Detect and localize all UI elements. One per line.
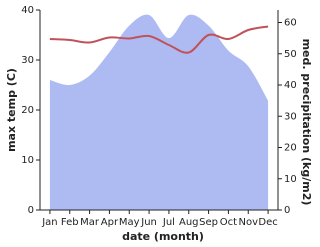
x-tick-label: Mar: [80, 217, 100, 228]
y2-tick-label: 20: [284, 143, 297, 154]
y2-tick-label: 50: [284, 49, 297, 60]
x-tick-label: May: [119, 217, 140, 228]
x-tick-label: Oct: [220, 217, 237, 228]
x-tick-label: Jan: [41, 217, 57, 228]
x-tick-label: Sep: [199, 217, 218, 228]
y-tick-label: 30: [21, 55, 34, 66]
x-tick-label: Feb: [61, 217, 79, 228]
y-axis-title: max temp (C): [5, 68, 18, 152]
x-tick-label: Dec: [258, 217, 277, 228]
precip-area: [49, 14, 269, 210]
y2-axis-title: med. precipitation (kg/m2): [300, 39, 313, 206]
x-tick-label: Apr: [101, 217, 119, 228]
x-tick-label: Nov: [238, 217, 258, 228]
y-tick-label: 10: [21, 155, 34, 166]
x-tick-label: Jul: [162, 217, 175, 228]
temp-line: [49, 25, 269, 54]
y2-tick-label: 0: [284, 205, 290, 216]
y-tick-label: 40: [21, 5, 34, 16]
y-tick-label: 0: [28, 205, 34, 216]
x-tick-label: Aug: [179, 217, 199, 228]
y2-tick-label: 60: [284, 18, 297, 29]
x-tick-label: Jun: [140, 217, 157, 228]
y2-tick-label: 10: [284, 174, 297, 185]
y-tick-label: 20: [21, 105, 34, 116]
x-axis-title: date (month): [122, 230, 204, 243]
y2-tick-label: 30: [284, 111, 297, 122]
y2-tick-label: 40: [284, 80, 297, 91]
